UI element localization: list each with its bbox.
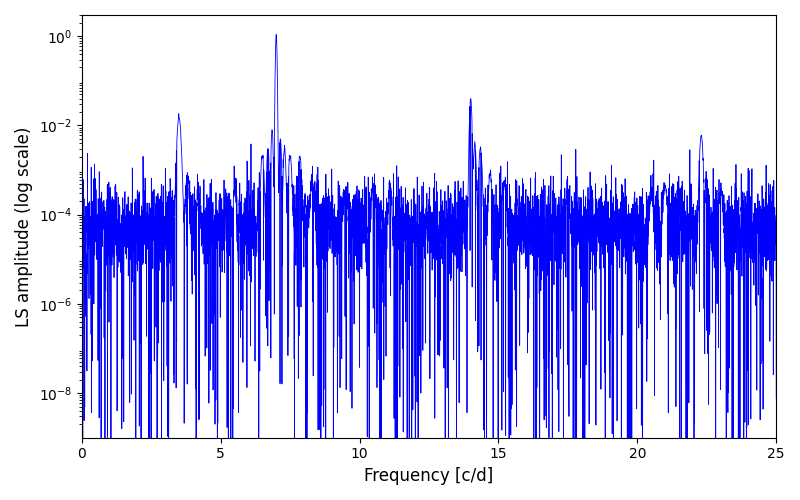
Y-axis label: LS amplitude (log scale): LS amplitude (log scale) bbox=[15, 126, 33, 326]
X-axis label: Frequency [c/d]: Frequency [c/d] bbox=[364, 467, 494, 485]
